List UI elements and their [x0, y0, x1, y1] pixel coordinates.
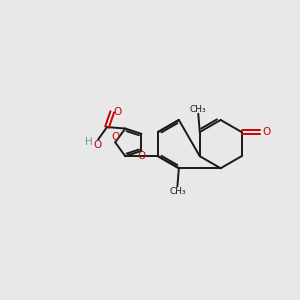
Text: CH₃: CH₃ — [169, 187, 186, 196]
Text: O: O — [111, 132, 119, 142]
Text: O: O — [138, 151, 146, 161]
Text: O: O — [262, 127, 270, 137]
Text: O: O — [93, 140, 101, 150]
Text: CH₃: CH₃ — [190, 105, 207, 114]
Text: O: O — [113, 107, 122, 117]
Text: H: H — [85, 137, 93, 147]
